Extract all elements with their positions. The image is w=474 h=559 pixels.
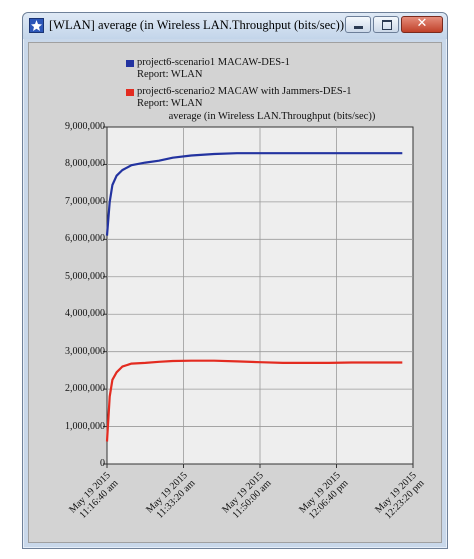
legend-swatch-1 [126,60,134,67]
series-line-2 [105,359,403,442]
y-tick-label: 7,000,000 [65,195,105,207]
close-button[interactable]: ✕ [401,16,443,33]
legend-series-name-1: project6-scenario1 MACAW-DES-1 [137,57,290,68]
series-line-1 [105,152,403,236]
chart-window: [WLAN] average (in Wireless LAN.Throughp… [22,12,448,549]
maximize-button[interactable] [373,16,399,33]
chart-title: average (in Wireless LAN.Throughput (bit… [168,111,376,122]
star-icon [31,20,42,31]
y-tick-label: 6,000,000 [65,233,105,245]
legend-item-1: project6-scenario1 MACAW-DES-1 Report: W… [126,57,290,81]
legend-series-name-2: project6-scenario2 MACAW with Jammers-DE… [137,86,352,97]
chart-canvas [103,126,414,468]
legend-swatch-2 [126,89,134,96]
close-icon: ✕ [416,16,428,31]
legend-report-2: Report: WLAN [137,98,203,109]
y-tick-label: 1,000,000 [65,420,105,432]
y-tick-label: 5,000,000 [65,270,105,282]
chart-panel: project6-scenario1 MACAW-DES-1 Report: W… [28,42,442,543]
app-icon [29,18,44,33]
legend-item-2: project6-scenario2 MACAW with Jammers-DE… [126,86,352,110]
y-tick-label: 9,000,000 [65,121,105,132]
window-title: [WLAN] average (in Wireless LAN.Throughp… [49,18,345,32]
y-tick-label: 3,000,000 [65,345,105,357]
y-tick-label: 2,000,000 [65,383,105,395]
y-tick-label: 4,000,000 [65,308,105,320]
y-tick-label: 8,000,000 [65,158,105,170]
title-bar[interactable]: [WLAN] average (in Wireless LAN.Throughp… [23,13,447,39]
y-tick-label: 0 [100,458,105,469]
legend-report-1: Report: WLAN [137,69,203,80]
minimize-button[interactable] [345,16,371,33]
